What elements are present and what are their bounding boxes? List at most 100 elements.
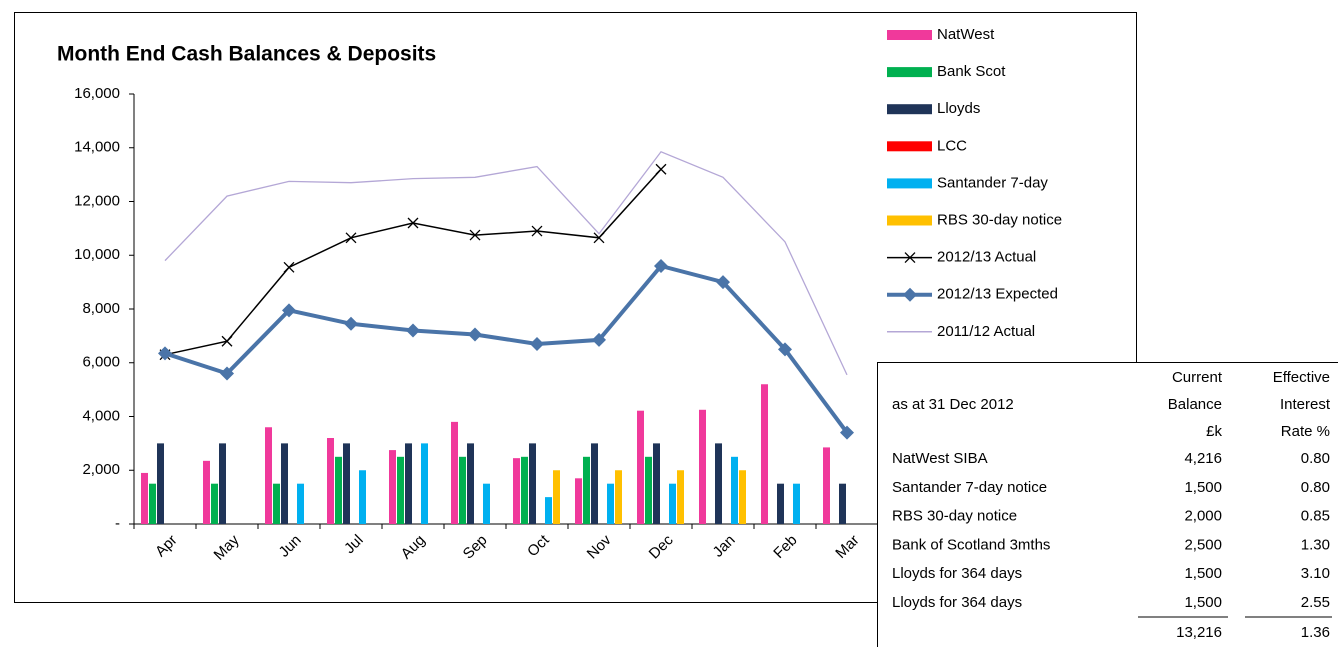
bar — [467, 443, 474, 524]
y-tick-label: 6,000 — [82, 354, 120, 371]
table-header: Interest — [1280, 396, 1331, 413]
table-header: Effective — [1273, 369, 1330, 386]
legend-swatch — [887, 104, 932, 115]
table-cell: 0.85 — [1301, 508, 1330, 525]
bar — [211, 483, 218, 524]
table-cell: 1.30 — [1301, 536, 1330, 553]
bar — [545, 497, 552, 524]
bar — [637, 410, 644, 524]
bar — [265, 427, 272, 524]
legend-label: Lloyds — [937, 100, 980, 117]
y-tick-label: 14,000 — [74, 139, 120, 156]
legend-swatch — [904, 252, 916, 264]
bar — [677, 470, 684, 524]
chart-title: Month End Cash Balances & Deposits — [57, 43, 436, 66]
legend-label: 2011/12 Actual — [937, 323, 1035, 340]
marker — [531, 225, 543, 237]
bar — [699, 409, 706, 524]
table-cell: 0.80 — [1301, 479, 1330, 496]
bar — [553, 470, 560, 524]
marker — [469, 229, 481, 241]
legend-swatch — [887, 178, 932, 189]
table-cell: Lloyds for 364 days — [892, 594, 1022, 611]
table-cell: 0.80 — [1301, 450, 1330, 467]
legend-swatch — [887, 141, 932, 152]
table-cell: 4,216 — [1184, 450, 1222, 467]
table-total: 13,216 — [1176, 624, 1222, 641]
bar — [777, 483, 784, 524]
marker — [344, 316, 358, 331]
bar — [389, 450, 396, 524]
bar — [669, 483, 676, 524]
table-cell: 1,500 — [1184, 565, 1222, 582]
bar — [397, 456, 404, 524]
y-tick-label: - — [115, 515, 120, 532]
y-tick-label: 8,000 — [82, 300, 120, 317]
legend-swatch — [887, 67, 932, 78]
marker — [283, 261, 295, 273]
bar — [157, 443, 164, 524]
bar — [615, 470, 622, 524]
table-header: Rate % — [1281, 423, 1330, 440]
bar — [149, 483, 156, 524]
bar — [521, 456, 528, 524]
table-cell: NatWest SIBA — [892, 450, 988, 467]
legend-label: LCC — [937, 137, 967, 154]
bar — [739, 470, 746, 524]
marker — [407, 217, 419, 229]
bar — [529, 443, 536, 524]
bar — [645, 456, 652, 524]
bar — [141, 472, 148, 524]
table-caption: as at 31 Dec 2012 — [892, 396, 1014, 413]
table-total: 1.36 — [1301, 624, 1330, 641]
bar — [591, 443, 598, 524]
legend-swatch — [887, 215, 932, 226]
table-cell: Lloyds for 364 days — [892, 565, 1022, 582]
table-header: Balance — [1168, 396, 1222, 413]
legend-label: RBS 30-day notice — [937, 211, 1062, 228]
marker — [840, 425, 854, 440]
bar — [203, 460, 210, 524]
line — [164, 150, 848, 376]
table-cell: 2,000 — [1184, 508, 1222, 525]
marker — [406, 323, 420, 338]
bar — [607, 483, 614, 524]
bar — [839, 483, 846, 524]
bar — [653, 443, 660, 524]
legend-label: Bank Scot — [937, 63, 1006, 80]
marker — [282, 303, 296, 318]
y-tick-label: 2,000 — [82, 461, 120, 478]
legend-label: 2012/13 Expected — [937, 286, 1058, 303]
bar — [359, 470, 366, 524]
bar — [273, 483, 280, 524]
legend-label: 2012/13 Actual — [937, 249, 1036, 266]
marker — [345, 232, 357, 244]
marker — [220, 366, 234, 381]
bar — [451, 421, 458, 524]
y-tick-label: 10,000 — [74, 246, 120, 263]
bar — [281, 443, 288, 524]
bar — [513, 458, 520, 524]
bar — [583, 456, 590, 524]
marker — [530, 336, 544, 351]
bar — [405, 443, 412, 524]
bar — [761, 384, 768, 524]
y-tick-label: 4,000 — [82, 407, 120, 424]
bar — [297, 483, 304, 524]
marker — [654, 259, 668, 273]
y-tick-label: 16,000 — [74, 85, 120, 102]
bar — [823, 447, 830, 524]
bar — [715, 443, 722, 524]
marker — [158, 346, 172, 361]
marker — [592, 332, 606, 347]
y-tick-label: 12,000 — [74, 192, 120, 209]
table-cell: 3.10 — [1301, 565, 1330, 582]
table-header: £k — [1206, 423, 1222, 440]
bar — [793, 483, 800, 524]
table-cell: Santander 7-day notice — [892, 479, 1047, 496]
marker — [655, 163, 667, 175]
legend-label: Santander 7-day — [937, 174, 1048, 191]
legend-swatch — [887, 30, 932, 40]
marker — [778, 342, 792, 357]
